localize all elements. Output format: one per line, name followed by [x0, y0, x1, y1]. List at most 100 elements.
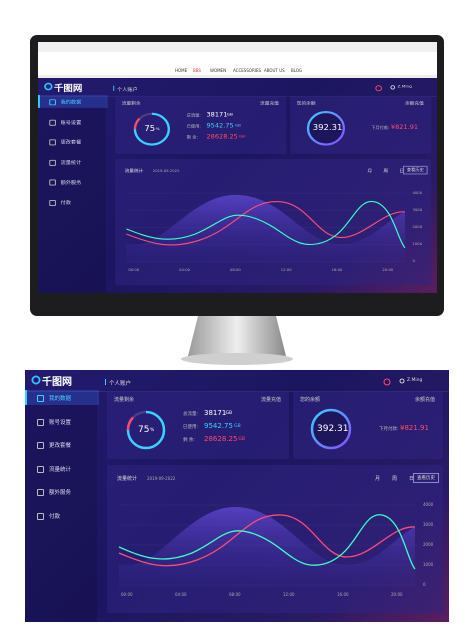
- balance-card: 您的余额 余额充值 392.31 下月付款: ¥821.91: [293, 391, 443, 459]
- card-action: 余额充值: [404, 101, 424, 107]
- next-value: ¥821.91: [390, 124, 419, 131]
- stat-unit: GB: [234, 124, 241, 129]
- sidebar-icon: [37, 395, 44, 402]
- stat-unit: GB: [238, 437, 245, 442]
- y-tick-label: 3000: [423, 522, 434, 527]
- y-tick-label: 1000: [423, 562, 434, 567]
- y-tick-label: 2000: [412, 224, 423, 229]
- card-action: 流量充值: [260, 397, 281, 403]
- stat-value: 9542.75: [204, 422, 233, 430]
- wave-pink: [126, 201, 406, 246]
- balance-value: 392.31: [317, 424, 349, 434]
- gauge-value: 75: [144, 124, 156, 134]
- period-button: 月: [367, 168, 373, 174]
- stat-unit: GB: [226, 112, 233, 118]
- y-tick-label: 0: [423, 582, 426, 587]
- sidebar-icon: [37, 489, 44, 496]
- stat-value: 28628.25: [204, 435, 238, 443]
- dashboard-monitor: 千图网 Z.Ming 我的数据 账号设置 更改套餐 流量统计 额外服务 付款 个人账户 流量剩余流…: [38, 78, 437, 293]
- browser-nav-item: ACCESSORIES: [233, 68, 262, 73]
- chart-card: 流量统计 2019-09-2022 月 周 日查看历史 4000 3000 2000 1000 0…: [107, 465, 443, 613]
- gauge-value: 75: [138, 425, 150, 435]
- stat-unit: GB: [238, 135, 245, 140]
- stat-label: 已使用:: [183, 425, 199, 430]
- stat-label: 剩 余:: [186, 136, 198, 141]
- card-title: 流量剩余: [114, 397, 135, 403]
- y-tick-label: 4000: [412, 190, 423, 195]
- x-tick-label: 00:00: [121, 592, 133, 597]
- monitor-stand: [181, 316, 293, 365]
- x-tick-label: 12:00: [283, 592, 295, 597]
- wave-chart: [118, 504, 416, 587]
- sidebar-icon: [49, 139, 56, 146]
- card-action: 余额充值: [414, 397, 435, 403]
- sidebar-item: 更改套餐: [49, 443, 72, 449]
- sidebar-icon: [49, 99, 56, 106]
- browser-nav-item: BLOG: [291, 68, 303, 73]
- y-tick-label: 1000: [412, 241, 423, 247]
- x-tick-label: 00:00: [128, 267, 140, 272]
- user-icon: [390, 85, 396, 90]
- sidebar-icon: [49, 199, 56, 206]
- sidebar-item: 我的数据: [49, 396, 72, 402]
- logo-ring: [44, 82, 53, 91]
- dashboard-large: 千图网 Z.Ming 我的数据 账号设置 更改套餐 流量统计 额外服务 付款 个人账户 流量剩余流…: [25, 370, 449, 622]
- chart-date: 2019-09-2022: [147, 476, 176, 481]
- stat-value: 38171: [204, 409, 227, 417]
- chart-card: 流量统计 2019-09-2022 月 周 日查看历史 4000 3000 2000 1000 0…: [115, 159, 432, 286]
- logo-ring: [31, 375, 41, 385]
- next-label: 下月付款:: [379, 427, 399, 432]
- period-button: 月: [375, 476, 381, 482]
- sidebar-item: 我的数据: [60, 100, 82, 106]
- browser-nav-item: HOME: [175, 68, 188, 73]
- sidebar: [25, 392, 97, 622]
- title-marker: [113, 85, 115, 91]
- x-tick-label: 16:00: [331, 267, 343, 272]
- logo-icon: [44, 82, 53, 91]
- ring: [310, 408, 352, 450]
- x-tick-label: 20:00: [391, 592, 403, 597]
- browser-nav-item: ABOUT US: [264, 68, 285, 73]
- chart-title: 流量统计: [124, 168, 144, 174]
- sidebar-item: 付款: [60, 200, 71, 206]
- x-tick-label: 08:00: [229, 267, 241, 272]
- stat-label: 总流量:: [183, 412, 199, 417]
- next-label: 下月付款:: [371, 126, 390, 131]
- card-title: 流量剩余: [121, 101, 141, 107]
- wave-chart: [126, 192, 406, 264]
- wave-pink: [118, 514, 416, 567]
- x-tick-label: 08:00: [229, 592, 241, 597]
- user-icon: [399, 378, 405, 384]
- stat-value: 9542.75: [206, 122, 234, 130]
- sidebar-item: 账号设置: [49, 419, 72, 426]
- stat-value: 38171: [206, 111, 228, 119]
- sidebar-item: 额外服务: [49, 490, 72, 496]
- history-button[interactable]: 查看历史: [413, 473, 439, 483]
- history-button[interactable]: 查看历史: [403, 165, 428, 175]
- browser-nav-item: WOMEN: [210, 68, 227, 73]
- sidebar-icon: [49, 159, 56, 166]
- logo-icon: [31, 375, 41, 385]
- y-tick-label: 0: [412, 258, 415, 264]
- ring: [306, 111, 346, 146]
- sidebar: [38, 96, 106, 293]
- sidebar-icon: [49, 179, 56, 186]
- sidebar-icon: [49, 119, 56, 126]
- logo: 千图网: [53, 83, 83, 94]
- sidebar-item: 付款: [49, 513, 61, 520]
- traffic-card: 流量剩余 流量充值 75% 总流量: 38171 GB 已使用: 9542.75 GB 剩 余: 2…: [107, 391, 289, 459]
- wave-green: [118, 514, 416, 570]
- sidebar-icon: [37, 465, 44, 473]
- bell-icon: [375, 85, 382, 92]
- user-name: Z.Ming: [407, 378, 423, 383]
- sidebar-item: 额外服务: [60, 180, 82, 186]
- gauge-unit: %: [155, 127, 160, 132]
- x-tick-label: 16:00: [337, 592, 349, 597]
- card-title: 您的余额: [300, 397, 321, 403]
- browser-bar: [38, 42, 437, 78]
- stat-value: 28628.25: [206, 133, 238, 141]
- period-button: 周: [383, 168, 389, 174]
- balance-ring: [306, 111, 346, 146]
- stat-unit: GB: [225, 411, 233, 416]
- page-title: 个人账户: [109, 381, 132, 387]
